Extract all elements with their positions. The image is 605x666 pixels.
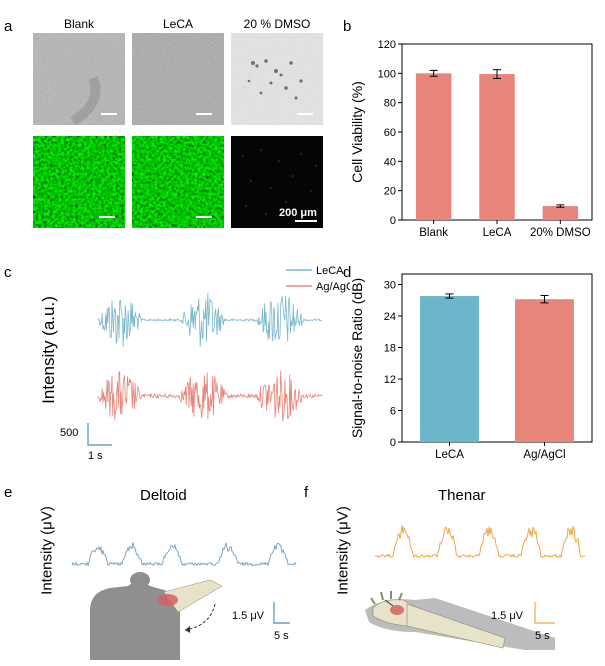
scale-bar xyxy=(297,113,313,115)
panel-f-label: f xyxy=(304,484,309,501)
panel-f-title: Thenar xyxy=(438,487,486,504)
panel-d-label: d xyxy=(343,264,352,281)
plot-frame xyxy=(401,273,593,443)
chart-snr: 0 6 12 18 24 30 Signal-to-noise Ratio (dB) LeCA… xyxy=(349,273,593,461)
scale-y-c: 500 xyxy=(60,427,78,439)
bar xyxy=(479,74,515,220)
scale-bar-f xyxy=(534,602,555,624)
bar xyxy=(420,296,479,442)
y-tick-label: 100 xyxy=(378,68,396,80)
y-tick-label: 30 xyxy=(384,280,396,292)
x-tick-label: LeCA xyxy=(483,227,512,239)
chart-cell-viability: 0 20 40 60 80 100 120 Cell Viability (%) Blank Le… xyxy=(349,39,593,239)
hand-illustration xyxy=(365,591,555,650)
scale-bar xyxy=(196,216,212,218)
y-tick-label: 0 xyxy=(390,215,396,227)
scale-x-e: 5 s xyxy=(274,630,289,642)
signal-trace-agagcl xyxy=(97,370,323,422)
y-tick-label: 24 xyxy=(384,311,396,323)
scale-bar-c xyxy=(87,423,112,446)
panel-f-ylabel: Intensity (μV) xyxy=(334,506,352,595)
y-tick-label: 20 xyxy=(384,186,396,198)
scale-y-e: 1.5 μV xyxy=(232,610,265,622)
x-tick-label: 20% DMSO xyxy=(530,227,591,239)
deltoid-muscle xyxy=(158,594,178,606)
y-tick-label: 6 xyxy=(390,406,396,418)
y-tick-label: 12 xyxy=(384,374,396,386)
scale-bar xyxy=(99,216,115,218)
bar xyxy=(515,299,574,442)
image-title-dmso: 20 % DMSO xyxy=(243,17,311,31)
legend-agagcl: Ag/AgCl xyxy=(316,281,350,293)
y-tick-label: 18 xyxy=(384,343,396,355)
y-tick-label: 60 xyxy=(384,127,396,139)
brightfield-image-dmso xyxy=(231,33,323,125)
panel-e-label: e xyxy=(4,484,13,501)
scale-x-f: 5 s xyxy=(535,630,550,642)
legend-leca: LeCA xyxy=(316,265,344,277)
x-tick-label: LeCA xyxy=(435,449,464,461)
x-tick-label: Blank xyxy=(419,227,448,239)
thenar-muscle xyxy=(390,605,404,615)
scale-bar-label: 200 μm xyxy=(279,207,317,219)
panel-c-label: c xyxy=(4,264,12,281)
scale-bar-e xyxy=(273,602,290,624)
scale-bar xyxy=(295,220,317,222)
panel-a-label: a xyxy=(4,18,13,35)
signal-trace-thenar xyxy=(374,525,586,559)
fluorescence-image-blank xyxy=(33,136,125,228)
scale-y-f: 1.5 μV xyxy=(491,610,524,622)
brightfield-image-blank xyxy=(33,33,125,125)
panel-b-label: b xyxy=(343,18,352,35)
scale-bar xyxy=(101,113,117,115)
y-axis-label: Signal-to-noise Ratio (dB) xyxy=(349,278,365,438)
bar xyxy=(415,73,452,220)
image-title-leca: LeCA xyxy=(162,17,194,31)
scale-bar xyxy=(196,113,212,115)
signal-trace-deltoid xyxy=(71,542,297,567)
y-axis-label: Cell Viability (%) xyxy=(349,81,365,183)
y-tick-label: 120 xyxy=(378,39,396,51)
scale-x-c: 1 s xyxy=(88,450,103,462)
signal-trace-leca xyxy=(97,292,323,347)
emg-signal-comparison: LeCA Ag/AgCl 500 1 s xyxy=(60,265,350,462)
x-tick-label: Ag/AgCl xyxy=(523,449,565,461)
panel-c-ylabel: Intensity (a.u.) xyxy=(39,296,58,404)
y-tick-label: 0 xyxy=(390,437,396,449)
deltoid-emg-panel: 1.5 μV 5 s xyxy=(71,542,297,660)
thenar-emg-panel: 1.5 μV 5 s xyxy=(365,525,586,650)
y-tick-label: 40 xyxy=(384,156,396,168)
panel-e-title: Deltoid xyxy=(140,487,187,504)
image-title-blank: Blank xyxy=(63,17,95,31)
fluorescence-image-dmso xyxy=(231,136,323,228)
brightfield-image-leca xyxy=(132,33,224,125)
panel-e-ylabel: Intensity (μV) xyxy=(38,506,56,595)
fluorescence-image-leca xyxy=(132,136,224,228)
y-tick-label: 80 xyxy=(384,98,396,110)
bar xyxy=(542,206,579,220)
torso-illustration xyxy=(90,572,223,660)
